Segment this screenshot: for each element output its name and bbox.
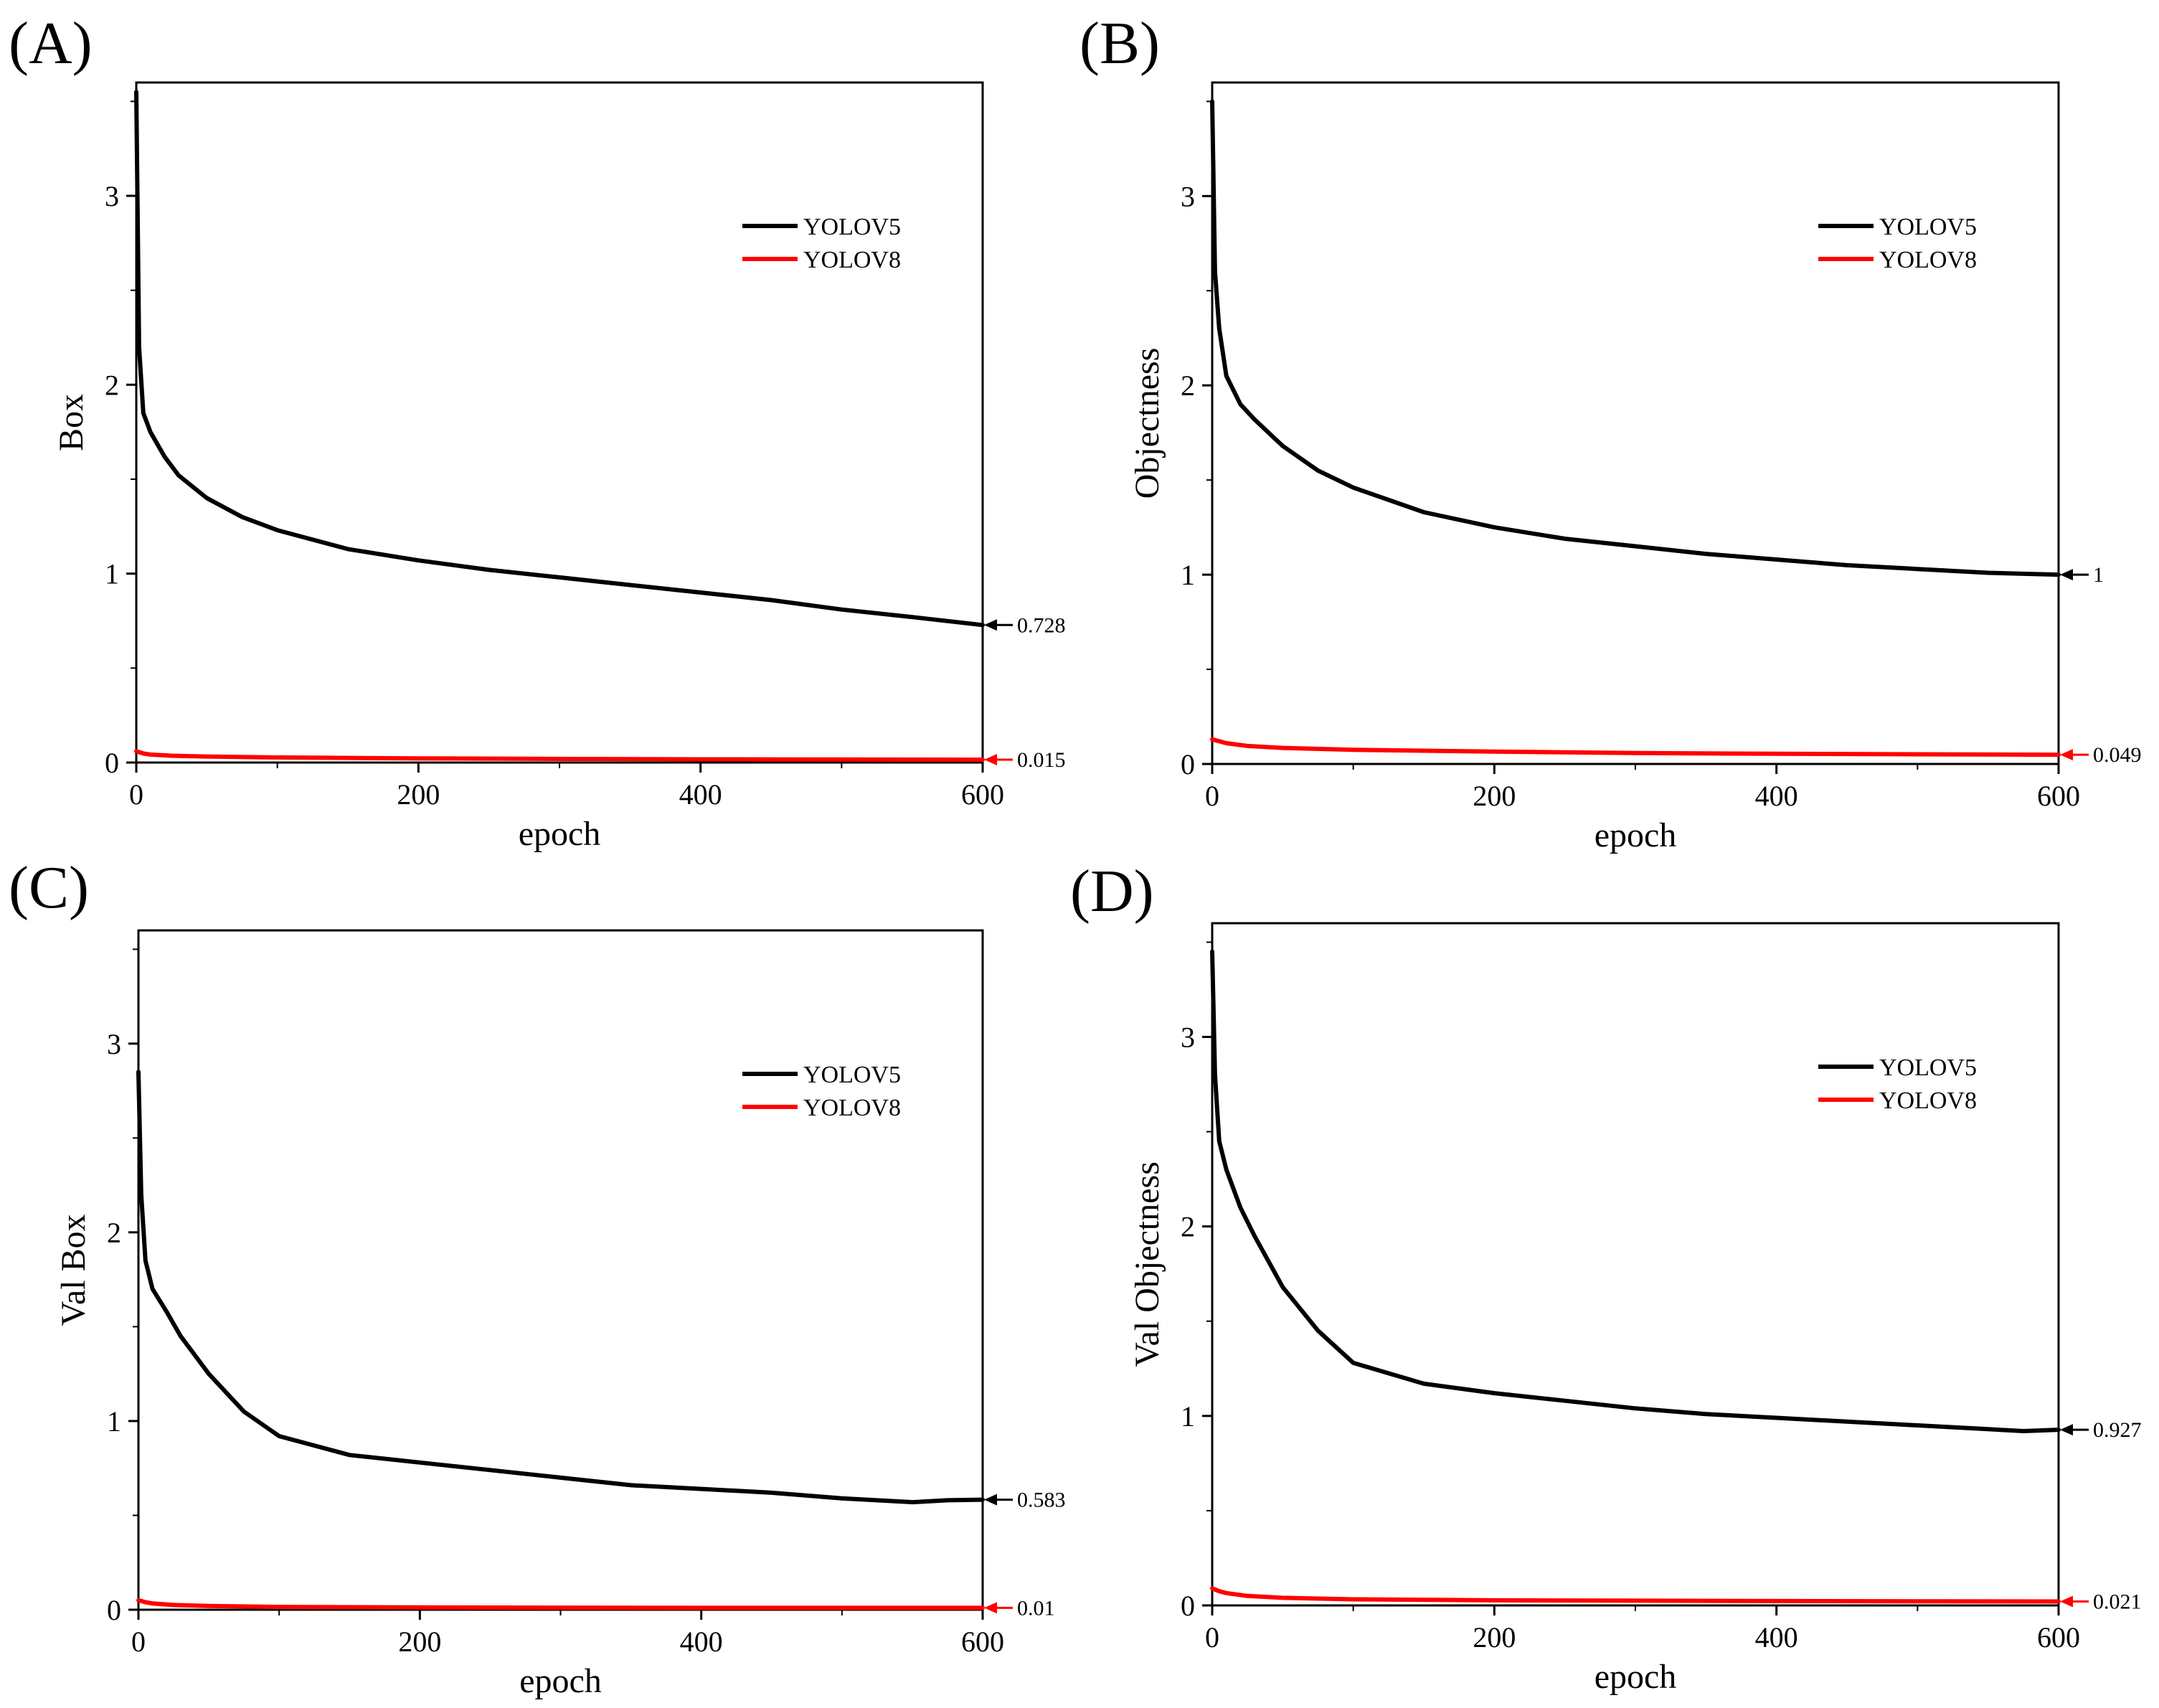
x-axis-label: epoch xyxy=(1595,1658,1677,1696)
legend-label-yolov8: YOLOV8 xyxy=(1879,247,1977,273)
x-tick-label: 400 xyxy=(1755,1621,1798,1653)
annotation-label: 0.015 xyxy=(1017,748,1066,772)
x-tick-label: 0 xyxy=(1205,780,1219,812)
panel-label: (D) xyxy=(1070,858,1154,925)
x-tick-label: 200 xyxy=(398,1626,441,1658)
x-tick-label: 200 xyxy=(1473,780,1516,812)
x-tick-label: 200 xyxy=(1473,1621,1516,1653)
annotation-arrowhead xyxy=(984,619,997,631)
x-tick-label: 600 xyxy=(961,778,1004,811)
y-tick-label: 1 xyxy=(105,558,119,590)
annotation-arrowhead xyxy=(984,1602,997,1614)
x-axis-label: epoch xyxy=(519,815,601,853)
y-axis-label: Box xyxy=(52,394,90,451)
plot-frame xyxy=(137,929,984,1611)
panel-label: (A) xyxy=(9,10,93,77)
series-line-yolov8 xyxy=(136,1598,985,1610)
x-tick-label: 400 xyxy=(680,1626,723,1658)
x-tick-label: 400 xyxy=(679,778,722,811)
y-tick-label: 3 xyxy=(107,1028,121,1060)
x-tick-label: 200 xyxy=(397,778,440,811)
y-tick-label: 2 xyxy=(1181,1211,1195,1243)
plot-frame xyxy=(135,81,984,764)
series-line-yolov5 xyxy=(1210,949,2061,1433)
panel-label: (B) xyxy=(1080,10,1160,77)
y-tick-label: 2 xyxy=(107,1217,121,1249)
legend-label-yolov5: YOLOV5 xyxy=(1879,1054,1977,1081)
chart-panel-d: (D) 0 1 2 3 0 200 400 600 epoch Val Objectness YOLO… xyxy=(1070,858,2142,1696)
series-line-yolov8 xyxy=(1210,737,2061,758)
annotation-label: 0.01 xyxy=(1017,1596,1055,1620)
y-axis-label: Val Objectness xyxy=(1128,1161,1166,1367)
legend-label-yolov5: YOLOV5 xyxy=(803,1062,901,1088)
chart-panel-c: (C) 0 1 2 3 0 200 400 600 epoch Val Box YOLOV5 YOLOV… xyxy=(9,854,1066,1700)
x-tick-label: 0 xyxy=(129,778,143,811)
chart-panel-a: (A) 0 1 2 3 0 200 400 600 epoch Box YOLOV5 YOLOV8 0.7… xyxy=(9,10,1066,853)
y-axis-label: Objectness xyxy=(1128,348,1166,499)
y-tick-label: 1 xyxy=(107,1405,121,1438)
annotation-arrowhead xyxy=(2060,1424,2073,1436)
series-line-yolov5 xyxy=(136,1070,985,1505)
annotation-arrowhead xyxy=(2060,569,2073,581)
legend-label-yolov5: YOLOV5 xyxy=(803,214,901,240)
panel-label: (C) xyxy=(9,854,89,921)
y-tick-label: 2 xyxy=(1181,369,1195,402)
series-line-yolov8 xyxy=(134,749,985,762)
y-axis-label: Val Box xyxy=(55,1214,93,1326)
y-tick-label: 0 xyxy=(1181,1590,1195,1622)
y-tick-label: 1 xyxy=(1181,559,1195,591)
x-axis-label: epoch xyxy=(519,1662,602,1700)
annotation-label: 0.927 xyxy=(2093,1418,2142,1442)
x-tick-label: 600 xyxy=(2037,1621,2080,1653)
x-tick-label: 0 xyxy=(1205,1621,1219,1653)
series-line-yolov8 xyxy=(1210,1586,2061,1604)
y-tick-label: 1 xyxy=(1181,1400,1195,1433)
series-line-yolov5 xyxy=(134,90,985,628)
y-tick-label: 3 xyxy=(105,180,119,212)
annotation-label: 0.583 xyxy=(1017,1488,1066,1512)
plot-frame xyxy=(1211,922,2060,1607)
x-tick-label: 0 xyxy=(131,1626,146,1658)
legend-label-yolov8: YOLOV8 xyxy=(803,247,901,273)
x-tick-label: 400 xyxy=(1755,780,1798,812)
y-tick-label: 0 xyxy=(107,1594,121,1626)
legend-label-yolov8: YOLOV8 xyxy=(803,1095,901,1121)
annotation-arrowhead xyxy=(984,1494,997,1506)
y-tick-label: 0 xyxy=(105,747,119,779)
series-line-yolov5 xyxy=(1210,99,2061,577)
x-tick-label: 600 xyxy=(2037,780,2080,812)
y-tick-label: 2 xyxy=(105,369,119,401)
annotation-arrowhead xyxy=(2060,749,2073,761)
y-tick-label: 3 xyxy=(1181,180,1195,212)
annotation-label: 1 xyxy=(2093,563,2104,587)
x-tick-label: 600 xyxy=(961,1626,1004,1658)
plot-frame xyxy=(1211,81,2060,765)
annotation-arrowhead xyxy=(984,754,997,766)
annotation-label: 0.728 xyxy=(1017,613,1066,637)
y-tick-label: 3 xyxy=(1181,1022,1195,1054)
annotation-label: 0.021 xyxy=(2093,1590,2142,1613)
legend-label-yolov5: YOLOV5 xyxy=(1879,214,1977,240)
y-tick-label: 0 xyxy=(1181,748,1195,780)
annotation-arrowhead xyxy=(2060,1595,2073,1608)
legend-label-yolov8: YOLOV8 xyxy=(1879,1087,1977,1114)
annotation-label: 0.049 xyxy=(2093,743,2142,767)
chart-panel-b: (B) 0 1 2 3 0 200 400 600 epoch Objectness YOLOV5 YO… xyxy=(1080,10,2142,854)
x-axis-label: epoch xyxy=(1595,816,1677,854)
